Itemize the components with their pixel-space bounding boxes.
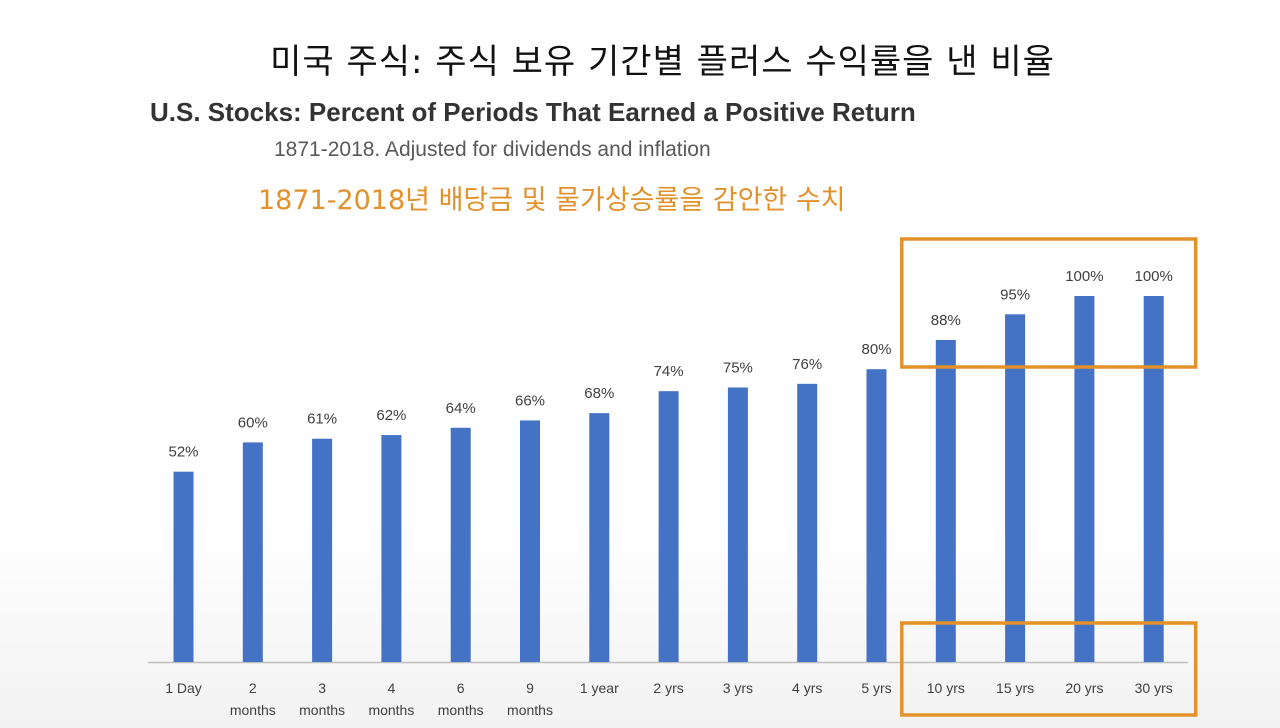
data-label: 100% xyxy=(1065,268,1103,285)
bar xyxy=(658,391,679,662)
data-label: 95% xyxy=(1000,286,1030,303)
bar xyxy=(1005,314,1026,662)
korean-subtitle: 1871-2018년 배당금 및 물가상승률을 감안한 수치 xyxy=(258,185,846,216)
data-label: 80% xyxy=(861,341,891,358)
data-label: 100% xyxy=(1135,268,1173,285)
data-label: 75% xyxy=(723,360,753,377)
data-label: 88% xyxy=(931,312,961,329)
x-tick-label: 3 xyxy=(318,680,326,696)
chart-subtitle: 1871-2018. Adjusted for dividends and in… xyxy=(274,138,711,161)
x-tick-label: 6 xyxy=(457,680,465,696)
highlight-box-values xyxy=(900,237,1198,369)
data-label: 64% xyxy=(446,400,476,417)
data-label: 60% xyxy=(238,414,268,431)
bar xyxy=(381,435,402,662)
x-tick-label: 10 yrs xyxy=(927,680,965,696)
data-label: 61% xyxy=(307,411,337,428)
data-label: 68% xyxy=(584,385,614,402)
x-tick-label: 2 xyxy=(249,680,257,696)
data-label: 62% xyxy=(376,407,406,424)
highlight-box-periods xyxy=(900,621,1198,717)
bar xyxy=(1074,296,1095,662)
bar xyxy=(935,339,956,662)
korean-title: 미국 주식: 주식 보유 기간별 플러스 수익률을 낸 비율 xyxy=(270,42,1055,82)
x-tick-label: 9 xyxy=(526,680,534,696)
data-label: 66% xyxy=(515,392,545,409)
chart-title: U.S. Stocks: Percent of Periods That Ear… xyxy=(150,97,916,127)
bar xyxy=(797,383,818,662)
x-tick-label: 15 yrs xyxy=(996,680,1034,696)
bar xyxy=(312,438,333,662)
data-label: 52% xyxy=(168,444,198,461)
x-tick-label: 4 xyxy=(388,680,396,696)
bar xyxy=(173,471,194,662)
data-label: 76% xyxy=(792,356,822,373)
x-tick-label: 5 yrs xyxy=(861,680,891,696)
bar xyxy=(1143,296,1164,662)
bar xyxy=(450,427,471,662)
data-label: 74% xyxy=(654,363,684,380)
x-tick-label: 30 yrs xyxy=(1135,680,1173,696)
x-tick-label: 1 year xyxy=(580,680,619,696)
x-tick-label: months xyxy=(438,702,484,718)
x-tick-label: 2 yrs xyxy=(653,680,683,696)
x-tick-label: months xyxy=(368,702,414,718)
x-tick-label: 1 Day xyxy=(165,680,202,696)
bar xyxy=(589,413,610,662)
bar xyxy=(866,369,887,662)
x-tick-label: 3 yrs xyxy=(723,680,753,696)
x-tick-label: months xyxy=(230,702,276,718)
bar xyxy=(242,442,263,662)
bar xyxy=(727,387,748,662)
x-tick-label: 20 yrs xyxy=(1065,680,1103,696)
bar xyxy=(520,420,540,662)
x-tick-label: months xyxy=(507,702,553,718)
x-tick-label: months xyxy=(299,702,345,718)
x-tick-label: 4 yrs xyxy=(792,680,822,696)
